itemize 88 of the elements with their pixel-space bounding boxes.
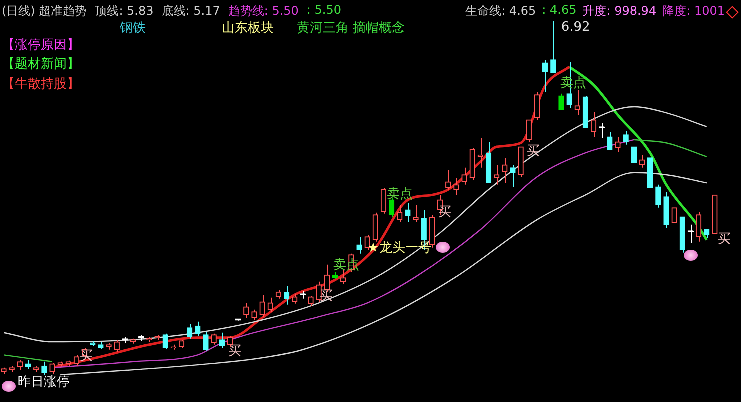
candlestick (178, 339, 185, 349)
candlestick (656, 184, 662, 208)
candlestick (623, 130, 629, 146)
candlestick (696, 212, 702, 242)
candlestick (98, 342, 104, 350)
candlestick (590, 111, 597, 138)
candlestick (494, 164, 500, 186)
candlestick (146, 336, 152, 343)
candlestick (582, 96, 589, 128)
annotation: 卖点 (386, 186, 413, 203)
candlestick (454, 178, 460, 196)
text: 趋势线: 5.50 (228, 3, 299, 20)
candlestick (252, 309, 258, 321)
candlestick (244, 302, 250, 319)
candlestick (260, 294, 266, 318)
candlestick (203, 332, 209, 352)
annotation: 【题材新闻】 (2, 56, 80, 73)
candlestick (74, 354, 80, 367)
candlestick (397, 204, 403, 223)
candlestick (413, 204, 419, 223)
candlestick (470, 148, 476, 180)
candlestick (534, 92, 540, 121)
candlestick (170, 344, 177, 350)
text: 顶线: 5.83 (95, 3, 154, 20)
candlestick (276, 290, 282, 300)
annotation: 钢铁 (120, 20, 146, 37)
candlestick (486, 142, 492, 184)
text: 降度: 1001 (662, 3, 725, 20)
candlestick (502, 158, 508, 184)
candlestick (106, 342, 112, 350)
candlestick (615, 136, 621, 152)
annotation: 【涨停原因】 (2, 37, 80, 54)
candlestick (542, 59, 548, 93)
candlestick (187, 324, 193, 340)
annotation: 山东板块 (222, 20, 274, 37)
text: 底线: 5.17 (162, 3, 220, 20)
annotation: 买 (718, 231, 731, 248)
candlestick (195, 321, 201, 337)
annotation: 买 (228, 343, 242, 360)
candlestick (664, 191, 670, 229)
annotation: 买 (438, 204, 452, 221)
annotation: 黄河三角 摘帽概念 (297, 20, 406, 37)
text: : 4.65 (542, 3, 577, 19)
candlestick (42, 361, 48, 376)
candlestick (558, 93, 564, 110)
candlestick (316, 281, 322, 303)
candlestick (704, 230, 710, 238)
annotation: 6.92 (561, 20, 590, 35)
candlestick (372, 212, 378, 242)
text: 生命线: 4.65 (466, 3, 536, 20)
candlestick (510, 164, 516, 188)
candlestick (518, 146, 524, 178)
candlestick (211, 333, 217, 346)
candlestick (446, 170, 452, 190)
candlestick (66, 360, 72, 367)
candlestick (50, 362, 56, 374)
candlestick (429, 214, 436, 248)
candlestick (130, 338, 136, 344)
candlestick (462, 167, 468, 186)
candlestick (114, 339, 120, 352)
candlestick (340, 269, 346, 285)
candlestick (405, 202, 411, 223)
candlestick (639, 154, 646, 168)
candlestick (478, 138, 484, 168)
candlestick (356, 236, 362, 254)
candlestick (9, 366, 15, 373)
candlestick (680, 216, 686, 254)
candlestick (25, 360, 32, 370)
candlestick (34, 366, 40, 373)
candlestick (607, 132, 613, 150)
candlestick (58, 361, 64, 368)
text: 升度: 998.94 (582, 3, 657, 20)
candlestick (550, 20, 556, 74)
annotation: 昨日涨停 (18, 374, 70, 391)
annotation: 【牛散持股】 (2, 76, 80, 93)
candlestick (219, 332, 225, 349)
candlestick (380, 188, 387, 214)
annotation: 买 (527, 143, 540, 160)
text: : 5.50 (306, 3, 342, 19)
chart-title: (日线) 超准趋势 (2, 3, 88, 20)
candlestick (17, 360, 24, 371)
candlestick (526, 120, 532, 143)
candlestick (90, 340, 96, 346)
candlestick (308, 296, 314, 306)
candlestick (332, 271, 338, 280)
candlestick (574, 90, 580, 116)
candlestick (292, 293, 298, 304)
candlestick (162, 333, 168, 350)
